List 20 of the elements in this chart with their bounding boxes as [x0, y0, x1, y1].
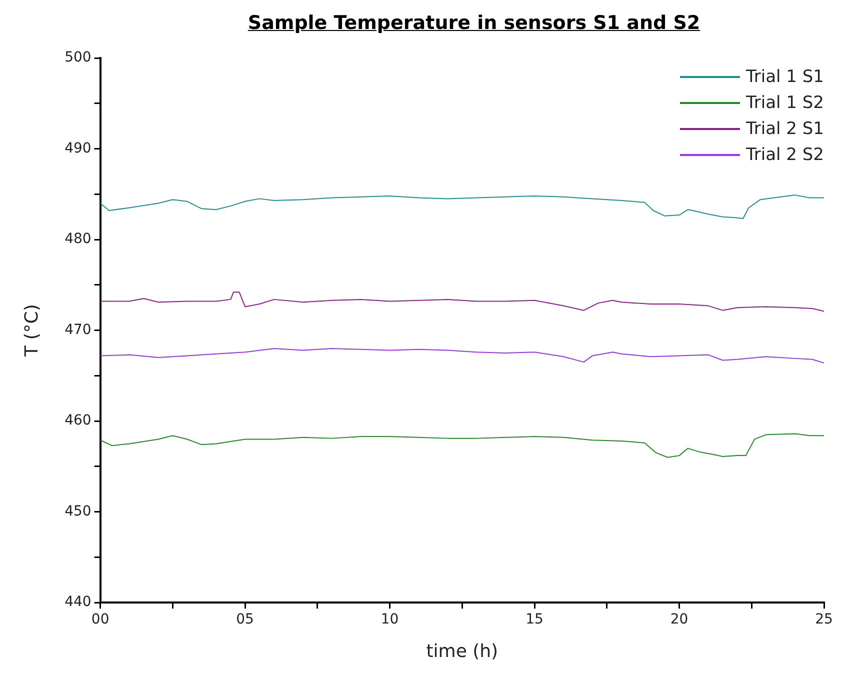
y-tick-label: 440 — [64, 594, 92, 610]
x-tick-label: 15 — [526, 612, 544, 628]
y-tick-label: 470 — [64, 322, 92, 338]
x-tick-label: 25 — [815, 612, 833, 628]
x-tick-label: 05 — [236, 612, 254, 628]
y-tick-label: 500 — [64, 50, 92, 66]
legend-label: Trial 1 S1 — [746, 66, 824, 89]
x-axis-title: time (h) — [426, 640, 498, 662]
legend-label: Trial 2 S1 — [746, 118, 824, 141]
x-tick-label: 20 — [670, 612, 688, 628]
x-tick-label: 00 — [91, 612, 110, 628]
y-tick-label: 460 — [64, 412, 92, 429]
x-tick-label: 10 — [380, 612, 399, 628]
y-tick-label: 450 — [64, 503, 92, 520]
legend-label: Trial 1 S2 — [746, 92, 824, 115]
y-tick-label: 490 — [64, 140, 92, 156]
y-tick-label: 480 — [64, 231, 92, 248]
legend-label: Trial 2 S2 — [746, 144, 824, 167]
y-axis-title: T (°C) — [21, 304, 42, 358]
chart-title: Sample Temperature in sensors S1 and S2 — [246, 12, 702, 34]
